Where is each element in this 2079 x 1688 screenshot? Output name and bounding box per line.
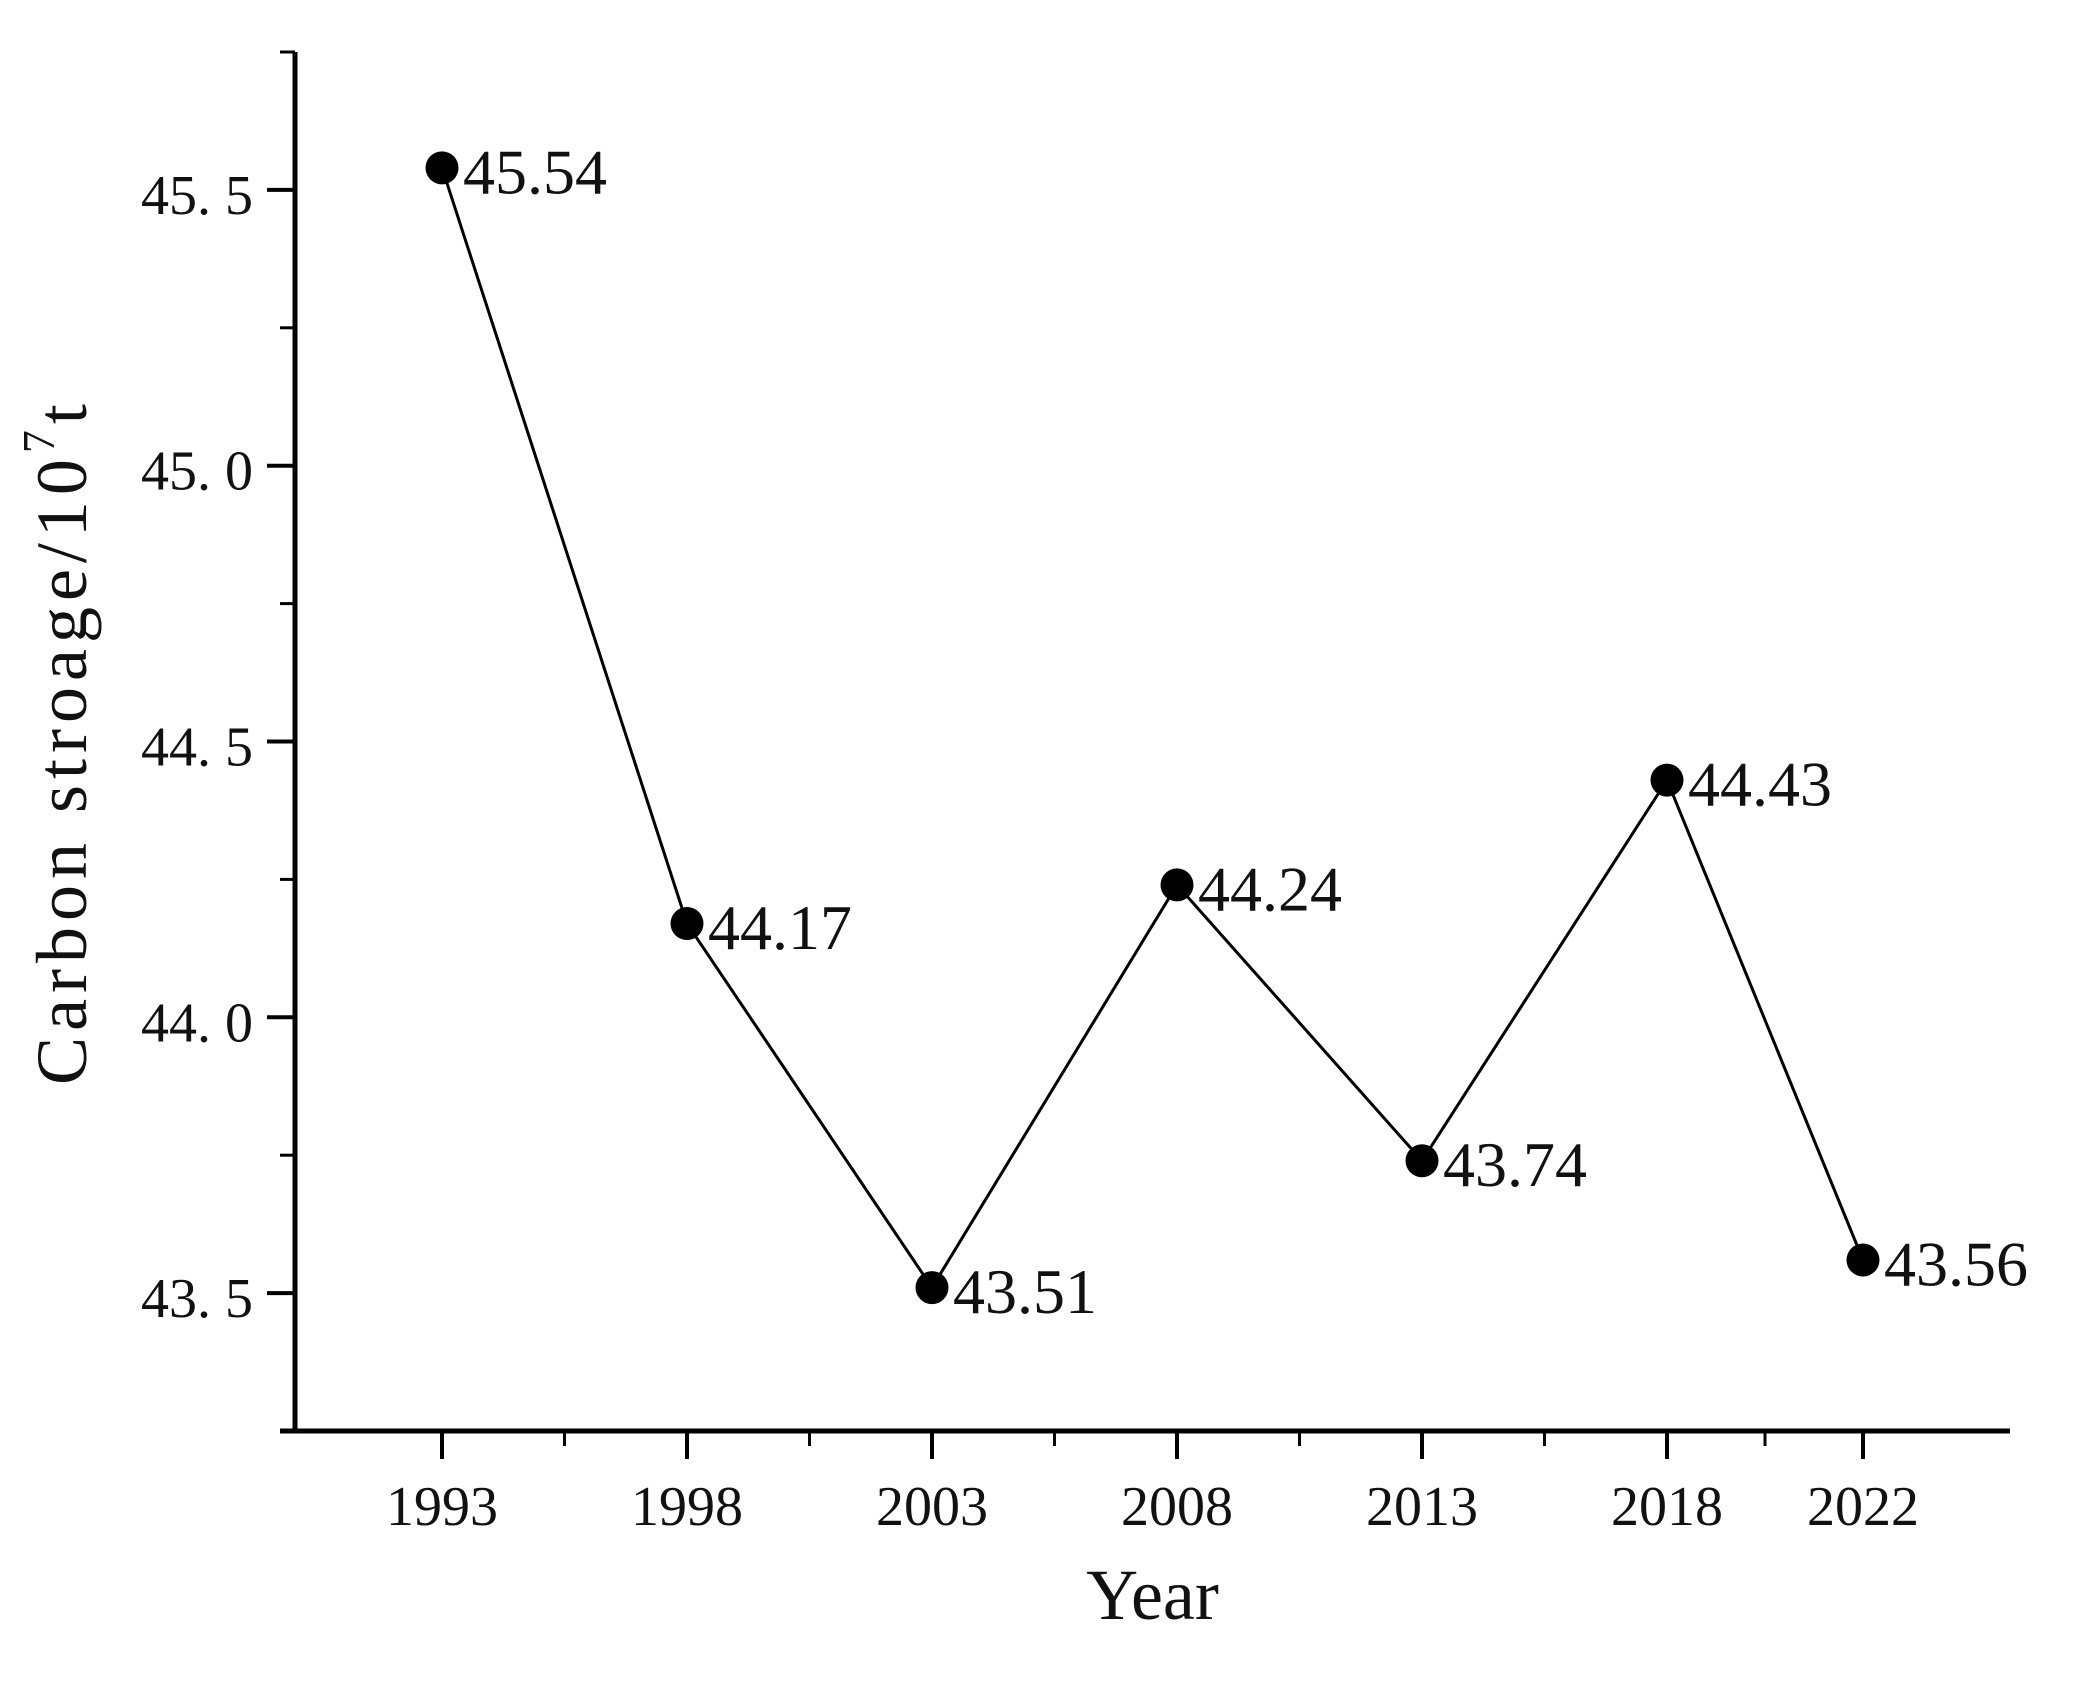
data-point-label: 44.24 (1198, 853, 1342, 924)
data-point-label: 44.43 (1688, 749, 1832, 820)
x-axis-tick-label: 2013 (1366, 1476, 1478, 1538)
y-axis-tick-label: 44. 0 (141, 992, 253, 1054)
data-point-label: 43.56 (1884, 1229, 2028, 1300)
x-axis-tick-label: 1993 (386, 1476, 498, 1538)
data-point-marker (425, 151, 459, 185)
x-axis-tick-label: 2022 (1807, 1476, 1919, 1538)
data-point-marker (1846, 1243, 1880, 1277)
data-point-marker (1160, 868, 1194, 902)
data-point-label: 44.17 (708, 892, 852, 963)
y-axis-tick-label: 43. 5 (141, 1268, 253, 1330)
data-point-label: 45.54 (463, 136, 607, 207)
x-axis-tick-label: 2003 (876, 1476, 988, 1538)
data-point-marker (915, 1271, 949, 1305)
data-point-marker (1650, 763, 1684, 797)
data-point-label: 43.51 (953, 1256, 1097, 1327)
x-axis-title: Year (1086, 1555, 1219, 1635)
x-axis-tick-label: 2018 (1611, 1476, 1723, 1538)
data-point-marker (1405, 1144, 1439, 1178)
y-axis-tick-label: 45. 0 (141, 441, 253, 503)
y-axis-tick-label: 45. 5 (141, 165, 253, 227)
x-axis-tick-label: 1998 (631, 1476, 743, 1538)
data-series-line (440, 167, 1865, 1290)
data-point-marker (670, 907, 704, 941)
y-axis-tick-label: 44. 5 (141, 717, 253, 779)
y-axis-title: Carbon stroage/107t (13, 398, 103, 1085)
x-axis-tick-label: 2008 (1121, 1476, 1233, 1538)
data-point-label: 43.74 (1443, 1129, 1587, 1200)
